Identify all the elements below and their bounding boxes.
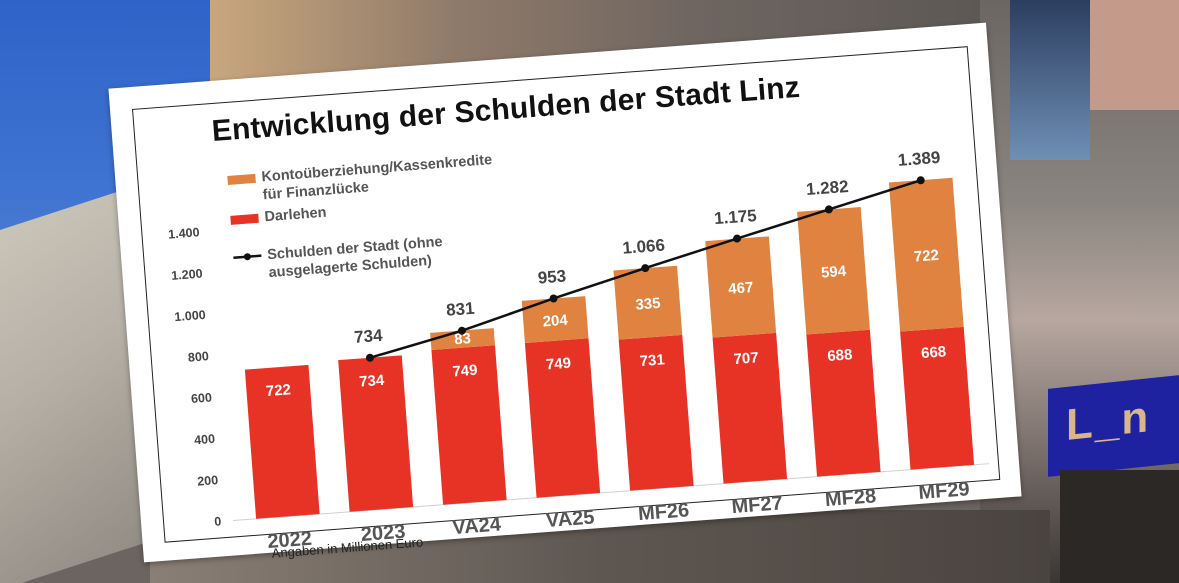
bar-label-kassenkredite: 204 [542, 312, 569, 331]
bar-label-darlehen: 688 [827, 346, 853, 365]
legend-label-kassenkredite-2: für Finanzlücke [262, 179, 369, 203]
bar-label-kassenkredite: 467 [728, 279, 754, 298]
line-label-total: 831 [445, 299, 475, 320]
shop-sign: L_n [1048, 375, 1179, 477]
bar-label-darlehen: 734 [359, 372, 386, 391]
x-tick-label: MF27 [731, 492, 784, 518]
x-tick-label: MF29 [918, 478, 971, 504]
line-point [824, 205, 833, 214]
bar-label-kassenkredite: 594 [820, 263, 847, 282]
bars: 722 734 749 83 749 204 731 335 707 467 688 594 668 72… [244, 177, 975, 519]
y-tick-label: 1.200 [171, 267, 203, 283]
y-tick-label: 400 [194, 432, 216, 448]
y-tick-label: 800 [187, 349, 209, 365]
bar-kassenkredite [521, 296, 589, 343]
y-tick-label: 600 [191, 391, 213, 407]
bar-label-darlehen: 731 [639, 351, 665, 370]
y-tick-label: 0 [214, 514, 222, 528]
line-point [457, 326, 466, 335]
line-label-total: 1.066 [622, 236, 666, 258]
line-point [733, 234, 742, 243]
bar-label-darlehen: 749 [452, 362, 478, 381]
legend-marker-schulden [243, 253, 251, 261]
line-label-total: 734 [353, 326, 383, 347]
line-point [641, 264, 650, 273]
bar-kassenkredite [797, 207, 870, 335]
x-tick-label: 2022 [267, 528, 313, 553]
line-label-total: 1.389 [897, 148, 941, 170]
bar-darlehen [524, 338, 601, 498]
bar-label-kassenkredite: 722 [913, 247, 939, 266]
bar-darlehen [338, 355, 414, 512]
legend-label-kassenkredite-1: Kontoüberziehung/Kassenkredite [261, 152, 493, 185]
bar-darlehen [244, 364, 320, 519]
legend-swatch-kassenkredite [227, 173, 256, 185]
legend-label-darlehen: Darlehen [264, 205, 327, 226]
y-tick-label: 1.400 [168, 225, 200, 241]
bar-label-kassenkredite: 335 [635, 295, 661, 314]
line-label-total: 953 [537, 266, 567, 287]
bar-darlehen [900, 326, 975, 470]
line-label-total: 1.282 [805, 177, 849, 199]
building-window [1010, 0, 1090, 160]
bar-darlehen [431, 345, 507, 505]
chart-card: Entwicklung der Schulden der Stadt Linz … [108, 22, 1022, 563]
shop-sign-text: L_n [1066, 392, 1151, 450]
bar-label-darlehen: 722 [265, 381, 291, 400]
bar-darlehen [618, 334, 694, 491]
bar-label-kassenkredite: 83 [454, 330, 472, 348]
shop-window [1060, 470, 1179, 583]
x-axis: 2022 2023 VA24 VA25 MF26 MF27 MF28 MF29 [267, 478, 971, 553]
x-tick-label: MF26 [637, 499, 690, 525]
x-tick-label: 2023 [360, 521, 406, 546]
x-tick-label: MF28 [824, 485, 877, 511]
y-axis: 0 200 400 600 800 1.000 1.200 1.400 [168, 225, 990, 529]
y-tick-label: 200 [197, 473, 219, 489]
bar-darlehen [806, 329, 881, 477]
bar-kassenkredite [888, 177, 964, 332]
bar-darlehen [712, 332, 788, 484]
chart-plot: Kontoüberziehung/Kassenkredite für Finan… [168, 148, 990, 553]
building-wall [1090, 0, 1179, 110]
x-tick-label: VA24 [452, 513, 503, 539]
bar-kassenkredite [430, 328, 496, 351]
bar-kassenkredite [613, 265, 683, 340]
x-tick-label: VA25 [545, 506, 595, 532]
bar-label-darlehen: 749 [545, 355, 571, 374]
bar-label-darlehen: 707 [733, 349, 759, 368]
line-point [549, 294, 558, 303]
line-point [916, 176, 925, 185]
total-line: 734 831 953 1.066 1.175 1.282 1.389 [353, 148, 941, 362]
legend: Kontoüberziehung/Kassenkredite für Finan… [227, 152, 493, 281]
legend-swatch-darlehen [230, 213, 259, 225]
y-tick-label: 1.000 [174, 308, 206, 324]
bar-kassenkredite [705, 236, 777, 338]
bar-label-darlehen: 668 [921, 343, 947, 362]
line-label-total: 1.175 [714, 206, 758, 228]
line-point [365, 353, 374, 362]
